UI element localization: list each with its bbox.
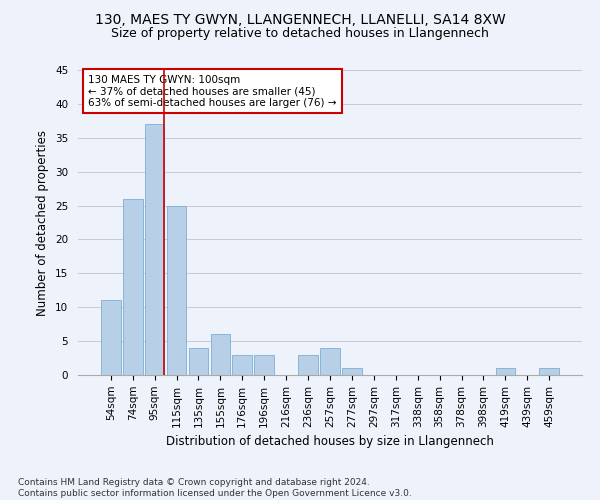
Bar xyxy=(145,124,164,375)
Bar xyxy=(167,206,187,375)
Text: Size of property relative to detached houses in Llangennech: Size of property relative to detached ho… xyxy=(111,28,489,40)
Text: Contains HM Land Registry data © Crown copyright and database right 2024.
Contai: Contains HM Land Registry data © Crown c… xyxy=(18,478,412,498)
Bar xyxy=(496,368,515,375)
Bar xyxy=(232,354,252,375)
Bar xyxy=(342,368,362,375)
X-axis label: Distribution of detached houses by size in Llangennech: Distribution of detached houses by size … xyxy=(166,435,494,448)
Bar xyxy=(298,354,318,375)
Bar xyxy=(101,300,121,375)
Bar xyxy=(539,368,559,375)
Bar xyxy=(320,348,340,375)
Text: 130, MAES TY GWYN, LLANGENNECH, LLANELLI, SA14 8XW: 130, MAES TY GWYN, LLANGENNECH, LLANELLI… xyxy=(95,12,505,26)
Y-axis label: Number of detached properties: Number of detached properties xyxy=(37,130,49,316)
Text: 130 MAES TY GWYN: 100sqm
← 37% of detached houses are smaller (45)
63% of semi-d: 130 MAES TY GWYN: 100sqm ← 37% of detach… xyxy=(88,74,337,108)
Bar xyxy=(123,199,143,375)
Bar xyxy=(211,334,230,375)
Bar xyxy=(188,348,208,375)
Bar xyxy=(254,354,274,375)
